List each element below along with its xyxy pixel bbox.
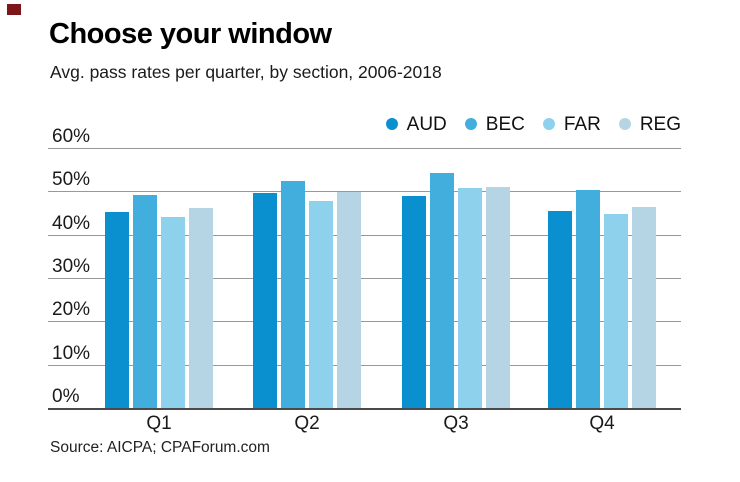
x-axis-label-q2: Q2 xyxy=(294,413,320,434)
source-note: Source: AICPA; CPAForum.com xyxy=(50,439,270,456)
bar-q1-reg xyxy=(189,207,213,408)
chart-title: Choose your window xyxy=(49,18,332,50)
gridline-40 xyxy=(48,234,681,236)
bar-q3-aud xyxy=(402,195,426,408)
bar-q1-aud xyxy=(105,212,129,408)
bar-q2-bec xyxy=(281,180,305,408)
gridline-20 xyxy=(48,321,681,323)
bar-q3-reg xyxy=(486,187,510,408)
bar-q1-far xyxy=(161,216,185,408)
chart-subtitle: Avg. pass rates per quarter, by section,… xyxy=(50,62,442,82)
bar-q3-bec xyxy=(430,172,454,408)
bar-q4-aud xyxy=(548,211,572,408)
y-tick-label-10: 10% xyxy=(52,342,91,364)
legend-dot-bec-icon xyxy=(464,118,477,130)
corner-marker xyxy=(7,4,21,15)
legend-dot-aud-icon xyxy=(385,118,398,130)
y-tick-label-0: 0% xyxy=(52,386,80,407)
bar-q4-far xyxy=(604,213,628,408)
legend-label-reg: REG xyxy=(639,113,681,135)
gridline-60 xyxy=(48,148,681,149)
legend-item-aud: AUD xyxy=(385,113,447,135)
gridline-10 xyxy=(48,364,681,366)
bar-q3-far xyxy=(458,187,482,408)
y-tick-label-60: 60% xyxy=(52,126,91,147)
gridline-50 xyxy=(48,191,681,193)
y-tick-label-50: 50% xyxy=(52,169,91,191)
legend-item-bec: BEC xyxy=(464,113,525,135)
bar-q1-bec xyxy=(133,194,157,408)
bar-q2-far xyxy=(309,200,333,408)
legend-item-reg: REG xyxy=(618,113,681,135)
y-tick-label-30: 30% xyxy=(52,256,91,277)
legend-label-aud: AUD xyxy=(406,113,447,135)
legend-label-bec: BEC xyxy=(485,113,525,135)
legend-label-far: FAR xyxy=(563,113,601,135)
bar-q4-bec xyxy=(576,190,600,408)
gridline-30 xyxy=(48,278,681,279)
legend: AUD BEC FAR REG xyxy=(385,113,681,135)
x-axis-label-q3: Q3 xyxy=(443,413,469,434)
bar-q4-reg xyxy=(632,207,656,408)
x-axis-line xyxy=(48,408,681,410)
legend-dot-reg-icon xyxy=(618,118,631,130)
legend-item-far: FAR xyxy=(542,113,601,135)
x-axis-label-q4: Q4 xyxy=(589,413,615,434)
bar-q2-aud xyxy=(253,193,277,408)
x-axis-label-q1: Q1 xyxy=(146,413,172,434)
legend-dot-far-icon xyxy=(542,118,555,130)
bar-q2-reg xyxy=(337,192,361,408)
y-tick-label-40: 40% xyxy=(52,212,91,234)
y-tick-label-20: 20% xyxy=(52,299,91,321)
